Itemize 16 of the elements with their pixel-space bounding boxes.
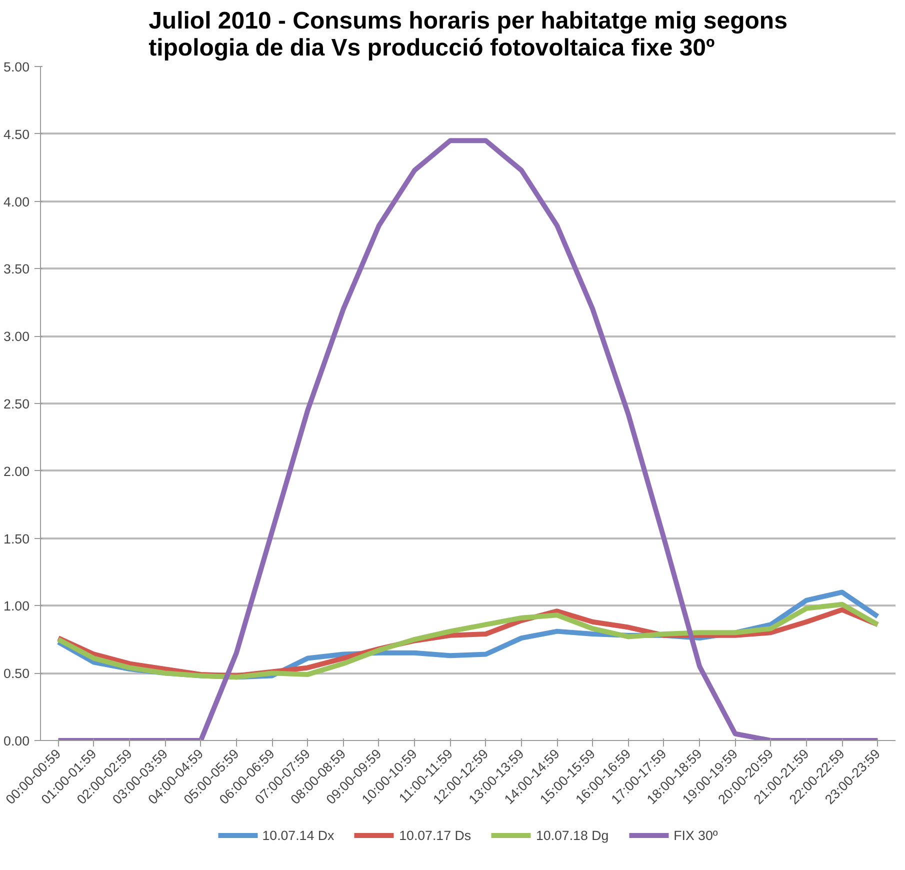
- legend-label: 10.07.14 Dx: [262, 828, 334, 842]
- y-tick-label: 2.00: [4, 464, 30, 479]
- legend-label: 10.07.17 Ds: [399, 828, 471, 842]
- y-tick-label: 4.50: [4, 126, 30, 142]
- legend-label: FIX 30º: [674, 828, 718, 842]
- y-tick-label: 0.50: [4, 666, 30, 682]
- legend-label: 10.07.18 Dg: [536, 828, 609, 842]
- chart-title: Juliol 2010 - Consums horaris per habitatge mig segons tipologia de dia Vs producció fotovoltaica fixe 30º: [148, 8, 788, 62]
- y-tick-label: 4.00: [4, 194, 30, 210]
- y-tick-label: 2.50: [4, 396, 30, 412]
- y-tick-label: 3.50: [4, 262, 30, 277]
- y-tick-label: 1.00: [4, 598, 30, 614]
- y-tick-label: 1.50: [4, 531, 30, 546]
- y-tick-label: 0.00: [4, 734, 30, 748]
- y-tick-label: 5.00: [4, 60, 30, 74]
- y-tick-label: 3.00: [4, 329, 30, 344]
